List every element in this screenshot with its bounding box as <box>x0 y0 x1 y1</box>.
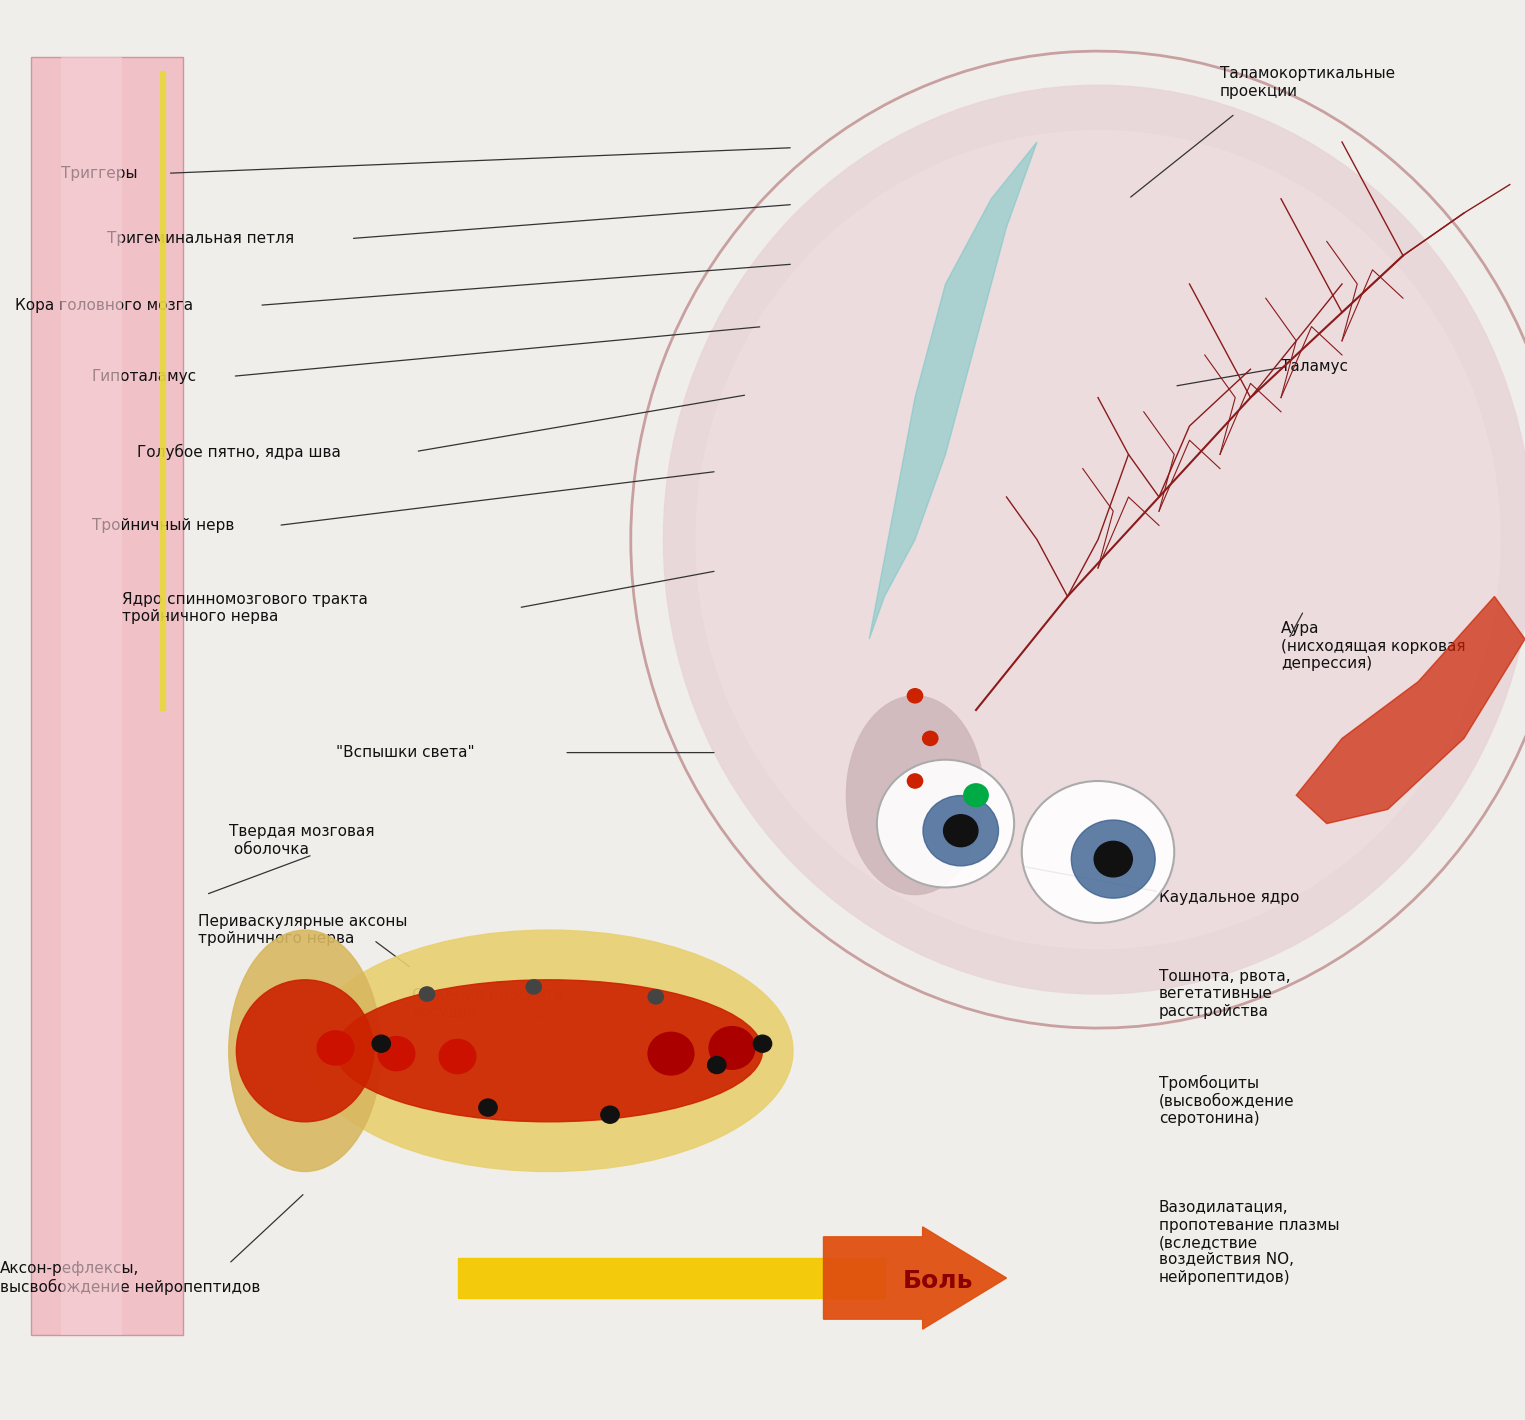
Text: Гипоталамус: Гипоталамус <box>92 369 197 383</box>
Text: Вазодилатация,
пропотевание плазмы
(вследствие
воздействия NO,
нейропептидов): Вазодилатация, пропотевание плазмы (всле… <box>1159 1200 1339 1285</box>
Circle shape <box>923 731 938 746</box>
Ellipse shape <box>236 980 374 1122</box>
Circle shape <box>709 1027 755 1069</box>
Circle shape <box>439 1039 476 1074</box>
Text: Таламус: Таламус <box>1281 359 1348 373</box>
Circle shape <box>944 815 978 846</box>
Text: Кора головного мозга: Кора головного мозга <box>15 298 194 312</box>
Circle shape <box>708 1056 726 1074</box>
Ellipse shape <box>663 85 1525 994</box>
Circle shape <box>372 1035 390 1052</box>
Text: Твердая мозговая
 оболочка: Твердая мозговая оболочка <box>229 825 374 856</box>
Text: Каудальное ядро: Каудальное ядро <box>1159 890 1299 905</box>
Circle shape <box>378 1037 415 1071</box>
Text: Сужение просвета
сосудов: Сужение просвета сосудов <box>412 988 563 1020</box>
Circle shape <box>907 774 923 788</box>
Text: Периваскулярные аксоны
тройничного нерва: Периваскулярные аксоны тройничного нерва <box>198 914 407 946</box>
Circle shape <box>419 987 435 1001</box>
Circle shape <box>907 689 923 703</box>
Text: Триггеры: Триггеры <box>61 166 137 180</box>
Circle shape <box>479 1099 497 1116</box>
Circle shape <box>648 990 663 1004</box>
Circle shape <box>317 1031 354 1065</box>
Polygon shape <box>160 71 165 710</box>
Text: Тромбоциты
(высвобождение
серотонина): Тромбоциты (высвобождение серотонина) <box>1159 1075 1295 1126</box>
Text: Аура
(нисходящая корковая
депрессия): Аура (нисходящая корковая депрессия) <box>1281 621 1466 672</box>
FancyBboxPatch shape <box>30 57 183 1335</box>
Circle shape <box>648 1032 694 1075</box>
Text: Голубое пятно, ядра шва: Голубое пятно, ядра шва <box>137 443 342 460</box>
Text: Таламокортикальные
проекции: Таламокортикальные проекции <box>1220 67 1395 98</box>
Text: Аксон-рефлексы,
высвобождение нейропептидов: Аксон-рефлексы, высвобождение нейропепти… <box>0 1261 261 1295</box>
FancyArrow shape <box>824 1227 1006 1329</box>
Circle shape <box>1095 841 1132 876</box>
Circle shape <box>877 760 1014 888</box>
Circle shape <box>753 1035 772 1052</box>
Ellipse shape <box>336 980 762 1122</box>
Text: Ядро спинномозгового тракта
тройничного нерва: Ядро спинномозгового тракта тройничного … <box>122 592 368 623</box>
Text: Тройничный нерв: Тройничный нерв <box>92 518 233 532</box>
Circle shape <box>526 980 541 994</box>
Text: Тошнота, рвота,
вегетативные
расстройства: Тошнота, рвота, вегетативные расстройств… <box>1159 968 1290 1020</box>
FancyBboxPatch shape <box>61 57 122 1335</box>
Text: Тригеминальная петля: Тригеминальная петля <box>107 231 294 246</box>
Text: "Вспышки света": "Вспышки света" <box>336 746 474 760</box>
Circle shape <box>1071 821 1156 897</box>
Circle shape <box>923 795 999 866</box>
Circle shape <box>964 784 988 807</box>
FancyArrow shape <box>458 1258 884 1298</box>
Circle shape <box>601 1106 619 1123</box>
Polygon shape <box>869 142 1037 639</box>
Ellipse shape <box>695 131 1501 949</box>
Text: Боль: Боль <box>903 1269 973 1292</box>
Circle shape <box>1022 781 1174 923</box>
Polygon shape <box>1296 596 1525 824</box>
Ellipse shape <box>305 930 793 1172</box>
Ellipse shape <box>846 696 984 895</box>
Ellipse shape <box>229 930 381 1172</box>
